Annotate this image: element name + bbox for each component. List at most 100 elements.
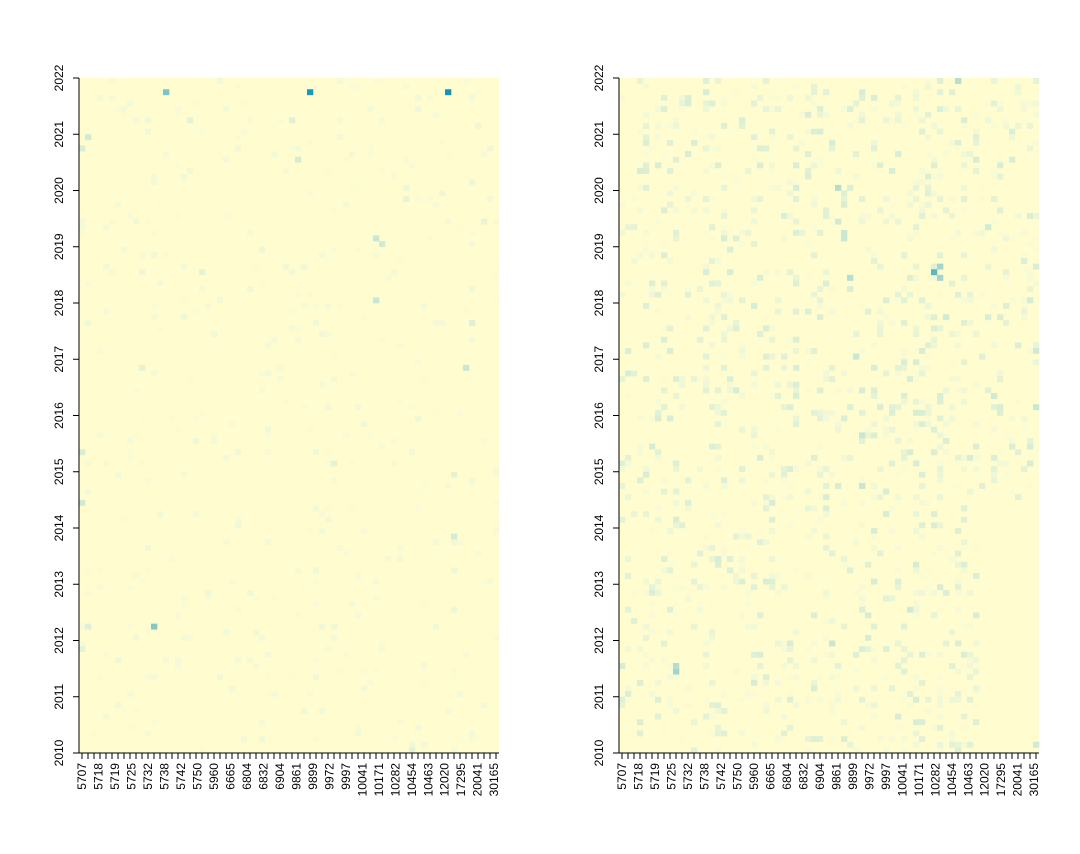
heatmap-cell <box>493 634 500 641</box>
heatmap-cell <box>247 589 254 596</box>
heatmap-cell <box>667 663 674 669</box>
heatmap-cell <box>301 584 308 591</box>
heatmap-cell <box>739 528 746 534</box>
heatmap-cell <box>367 702 374 709</box>
heatmap-cell <box>625 696 632 703</box>
heatmap-cell <box>751 207 758 214</box>
heatmap-cell <box>949 235 956 242</box>
heatmap-cell-highlight <box>481 218 488 225</box>
heatmap-cell <box>733 325 740 332</box>
heatmap-cell <box>721 483 728 489</box>
heatmap-cell <box>901 83 908 90</box>
heatmap-cell <box>859 601 866 608</box>
heatmap-cell <box>931 724 938 731</box>
heatmap-cell <box>895 640 902 647</box>
heatmap-cell <box>721 94 728 101</box>
heatmap-cell <box>949 696 956 703</box>
heatmap-cell <box>643 151 650 158</box>
heatmap-cell <box>829 308 836 315</box>
heatmap-cell <box>367 145 374 152</box>
heatmap-cell <box>355 404 362 411</box>
heatmap-cell <box>385 274 392 281</box>
heatmap-cell <box>643 342 650 349</box>
heatmap-cell <box>937 393 944 399</box>
heatmap-cell <box>709 342 716 349</box>
heatmap-cell <box>871 94 878 101</box>
heatmap-cell <box>901 466 908 473</box>
heatmap-cell <box>745 601 752 608</box>
heatmap-cell <box>649 612 656 619</box>
heatmap-cell <box>871 646 878 653</box>
heatmap-cell <box>925 201 932 208</box>
heatmap-cell <box>829 139 836 146</box>
heatmap-cell <box>823 111 830 118</box>
heatmap-cell <box>403 578 410 585</box>
heatmap-cell <box>961 505 968 512</box>
heatmap-cell <box>307 426 314 433</box>
y-tick-label: 2014 <box>52 514 66 541</box>
heatmap-cell <box>685 201 692 208</box>
heatmap-cell <box>343 432 350 439</box>
heatmap-cell <box>103 460 110 467</box>
x-tick-label: 9899 <box>846 763 860 790</box>
heatmap-cell <box>715 454 722 461</box>
heatmap-cell <box>355 83 362 90</box>
heatmap-cell <box>709 601 716 608</box>
heatmap-cell <box>709 679 716 686</box>
heatmap-cell <box>1033 235 1040 242</box>
heatmap-cell <box>487 578 494 585</box>
y-tick-label: 2013 <box>592 571 606 598</box>
heatmap-cell <box>925 708 932 714</box>
heatmap-cell <box>847 471 854 478</box>
heatmap-cell-highlight <box>451 533 458 540</box>
heatmap-cell <box>637 168 644 174</box>
heatmap-cell <box>787 640 794 647</box>
heatmap-cell <box>1021 415 1028 422</box>
y-tick-label: 2016 <box>52 402 66 429</box>
heatmap-cell <box>919 117 926 124</box>
heatmap-cell <box>943 421 950 428</box>
heatmap-cell <box>649 657 656 664</box>
heatmap-cell <box>751 218 758 225</box>
heatmap-cell <box>967 663 974 669</box>
heatmap-cell <box>895 151 902 158</box>
heatmap-cell <box>367 679 374 686</box>
heatmap-cell <box>895 438 902 444</box>
heatmap-cell <box>955 668 962 675</box>
heatmap-cell <box>913 696 920 703</box>
heatmap-cell <box>751 303 758 309</box>
heatmap-cell <box>1033 359 1040 366</box>
heatmap-cell <box>823 483 830 489</box>
heatmap-cell <box>643 83 650 90</box>
heatmap-cell <box>223 539 230 546</box>
heatmap-cell <box>925 696 932 703</box>
heatmap-cell <box>673 393 680 399</box>
heatmap-cell <box>271 595 278 602</box>
heatmap-cell <box>649 584 656 591</box>
heatmap-cell <box>709 235 716 242</box>
heatmap-cell <box>661 252 668 259</box>
heatmap-cell <box>637 128 644 135</box>
heatmap-cell <box>973 466 980 473</box>
heatmap-cell <box>487 629 494 636</box>
heatmap-cell <box>829 708 836 714</box>
heatmap-cell <box>979 353 986 360</box>
heatmap-cell <box>739 123 746 129</box>
heatmap-cell <box>709 145 716 152</box>
heatmap-cell <box>1009 443 1016 450</box>
heatmap-cell <box>925 584 932 591</box>
heatmap-cell <box>919 499 926 506</box>
heatmap-cell <box>661 387 668 394</box>
heatmap-cell <box>643 162 650 169</box>
heatmap-cell <box>913 561 920 568</box>
heatmap-cell <box>709 280 716 287</box>
heatmap-cell-highlight <box>79 449 86 456</box>
heatmap-cell <box>679 736 686 743</box>
heatmap-cell <box>805 111 812 118</box>
x-tick-label: 12020 <box>438 763 452 797</box>
heatmap-cell <box>271 151 278 158</box>
heatmap-cell-highlight <box>79 145 86 152</box>
heatmap-cell <box>931 123 938 129</box>
x-tick-label: 10463 <box>961 763 975 797</box>
heatmap-cell <box>637 719 644 726</box>
